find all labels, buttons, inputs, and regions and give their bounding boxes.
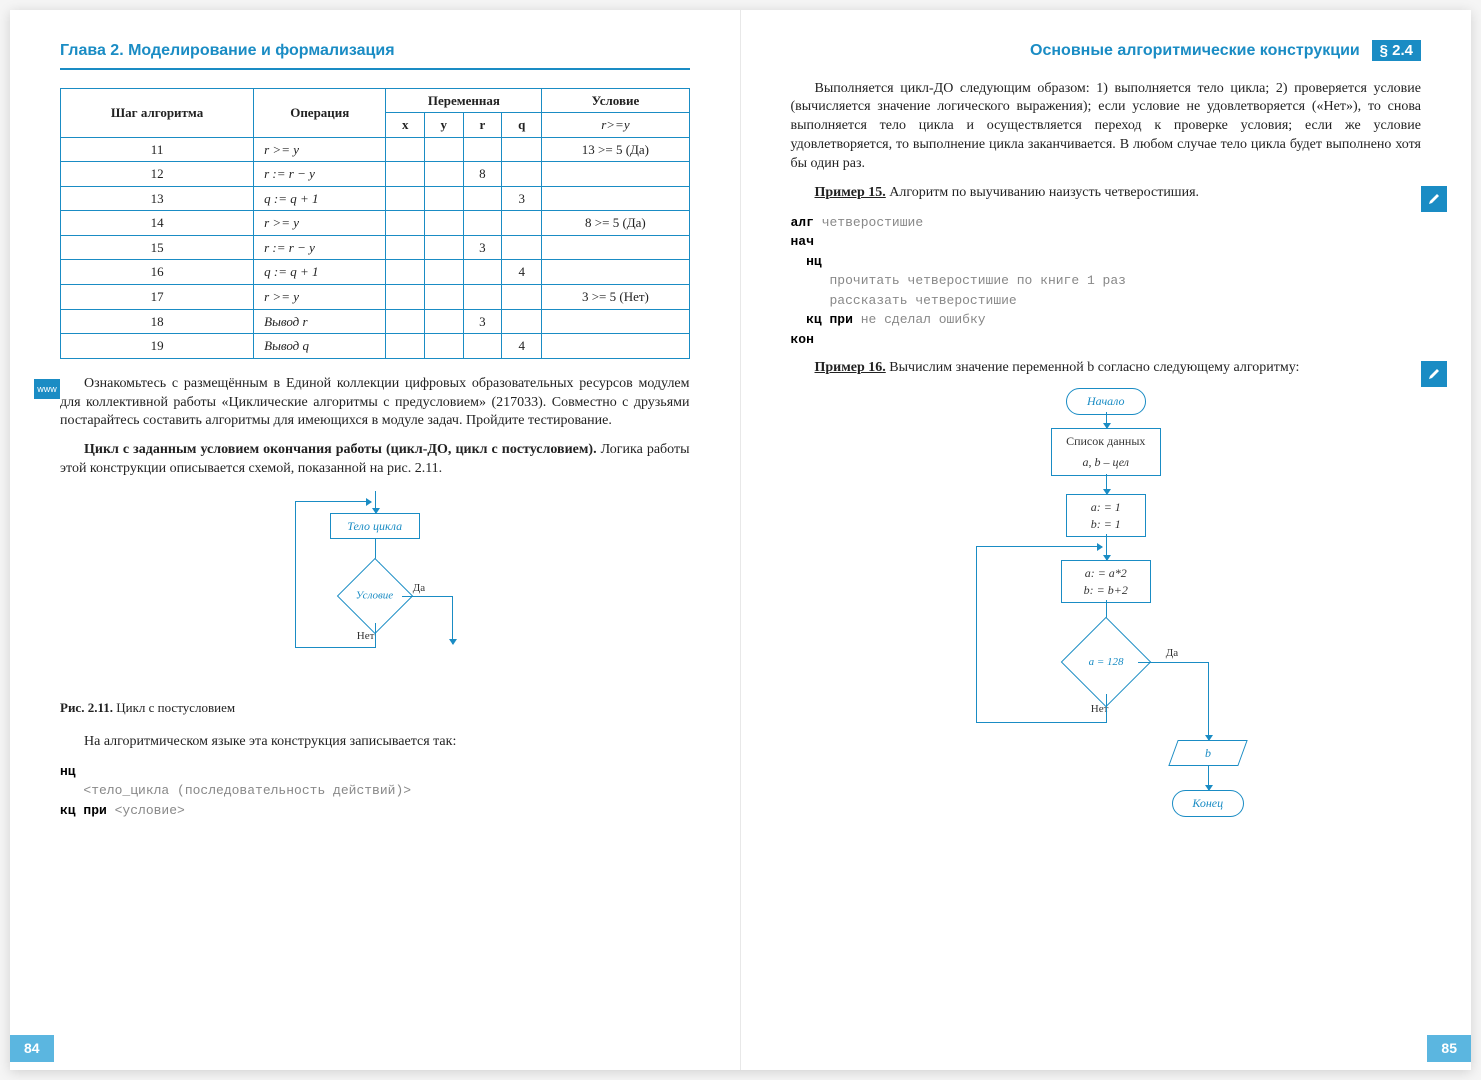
pencil-icon [1421, 361, 1447, 387]
th-var: Переменная [386, 88, 542, 113]
figure-caption: Рис. 2.11. Цикл с постусловием [60, 699, 690, 717]
trace-table: Шаг алгоритма Операция Переменная Услови… [60, 88, 690, 359]
book-spread: Глава 2. Моделирование и формализация Ша… [10, 10, 1471, 1070]
flowchart-postcondition: Тело цикла Условие Да Нет [235, 491, 515, 691]
para-cycle-desc: Выполняется цикл-ДО следующим образом: 1… [791, 80, 1422, 174]
table-row: 13q := q + 13 [61, 186, 690, 211]
flowchart-algorithm: Начало Список данных a, b – цел a: = 1 b… [936, 388, 1276, 848]
pencil-icon [1421, 186, 1447, 212]
label-no: Нет [357, 629, 375, 644]
th-q: q [502, 113, 542, 138]
table-row: 19Вывод q4 [61, 334, 690, 359]
flow-start: Начало [1066, 388, 1146, 414]
table-row: 11r >= y13 >= 5 (Да) [61, 137, 690, 162]
th-r: r [463, 113, 502, 138]
example-15: Пример 15. Алгоритм по выучиванию наизус… [791, 184, 1422, 203]
para-cycle-do: Цикл с заданным условием окончания работ… [60, 441, 690, 479]
th-step: Шаг алгоритма [61, 88, 254, 137]
flow-vars: a, b – цел [1051, 450, 1161, 475]
table-row: 14r >= y8 >= 5 (Да) [61, 211, 690, 236]
page-number-left: 84 [10, 1035, 54, 1062]
th-cond: Условие [542, 88, 689, 113]
th-condsub: r>=y [542, 113, 689, 138]
label-yes: Да [413, 581, 425, 596]
code-postcond: нц <тело_цикла (последовательность дейст… [60, 762, 690, 821]
chapter-heading: Глава 2. Моделирование и формализация [60, 40, 690, 70]
flow-output: b [1168, 740, 1247, 766]
section-heading: Основные алгоритмические конструкции § 2… [791, 40, 1422, 62]
www-badge: www [34, 379, 60, 399]
para-resources: Ознакомьтесь с размещённым в Единой колл… [60, 375, 690, 432]
cycle-do-term: Цикл с заданным условием окончания работ… [84, 442, 597, 457]
page-left: Глава 2. Моделирование и формализация Ша… [10, 10, 741, 1070]
flow-init: a: = 1 b: = 1 [1066, 494, 1146, 536]
page-right: Основные алгоритмические конструкции § 2… [741, 10, 1472, 1070]
table-row: 18Вывод r3 [61, 309, 690, 334]
page-number-right: 85 [1427, 1035, 1471, 1062]
flow-end: Конец [1172, 790, 1244, 816]
th-x: x [386, 113, 425, 138]
th-op: Операция [254, 88, 386, 137]
para-alglang: На алгоритмическом языке эта конструкция… [60, 733, 690, 752]
th-y: y [425, 113, 464, 138]
label-yes2: Да [1166, 646, 1178, 661]
flow-body: a: = a*2 b: = b+2 [1061, 560, 1151, 602]
code-quatrain: алг четверостишие нач нц прочитать четве… [791, 213, 1422, 350]
table-row: 16q := q + 14 [61, 260, 690, 285]
flow-body: Тело цикла [330, 513, 420, 539]
example-16: Пример 16. Вычислим значение переменной … [791, 359, 1422, 378]
table-row: 12r := r − y8 [61, 162, 690, 187]
table-row: 17r >= y3 >= 5 (Нет) [61, 284, 690, 309]
section-tag: § 2.4 [1372, 40, 1421, 61]
table-row: 15r := r − y3 [61, 235, 690, 260]
